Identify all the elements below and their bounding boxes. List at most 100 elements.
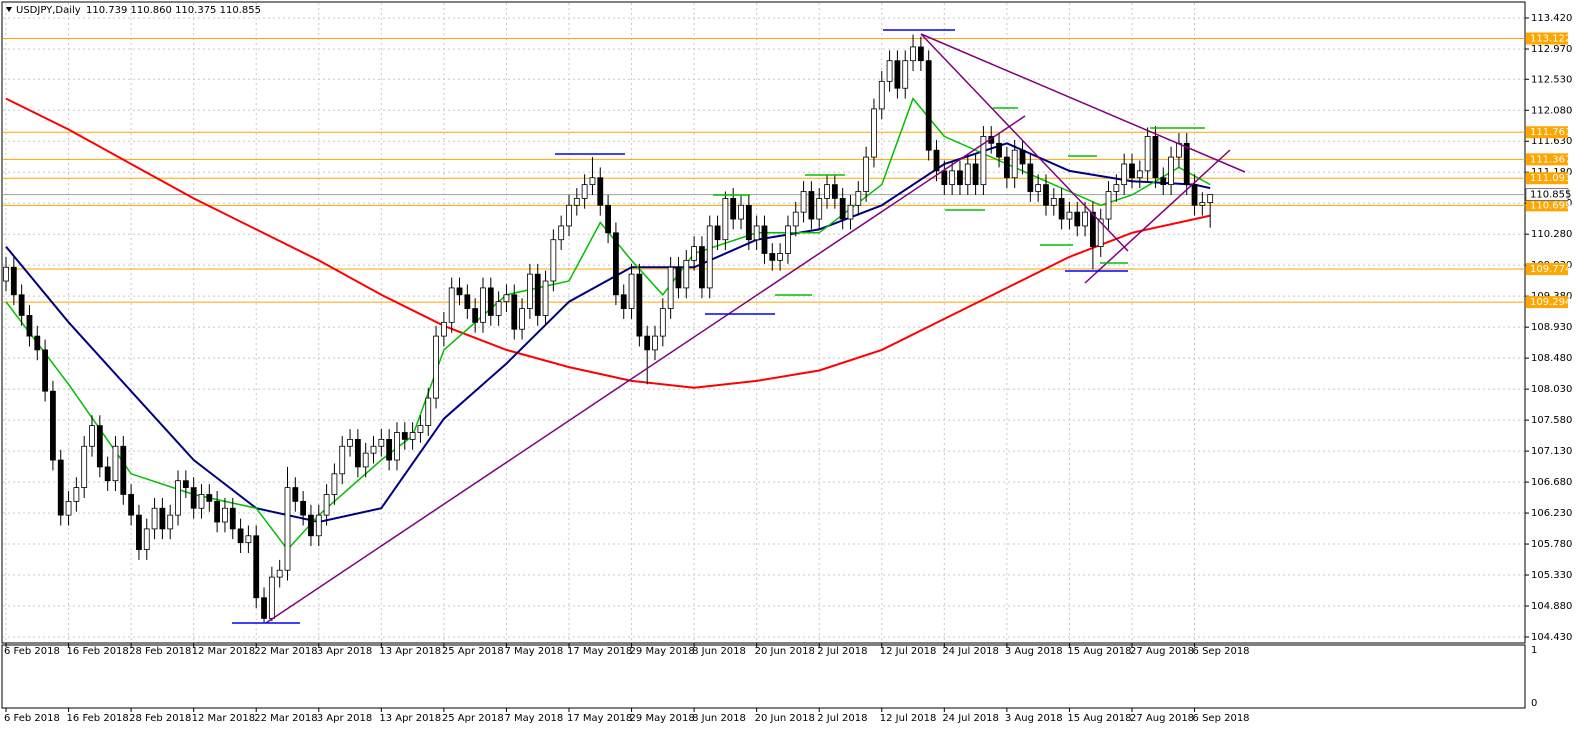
candle-body: [394, 432, 400, 461]
x-tick-label: 12 Jul 2018: [880, 646, 937, 657]
candle-body: [253, 535, 260, 599]
candle-body: [675, 266, 682, 289]
price-level-label: 113.122: [1530, 34, 1571, 45]
x-tick-label: 20 Jun 2018: [755, 713, 815, 724]
candle-body: [487, 287, 494, 316]
candle-body: [581, 184, 588, 199]
price-level-tag: [1526, 32, 1568, 45]
y-tick-label: 110.280: [1531, 229, 1572, 240]
candle-body: [323, 494, 330, 516]
x-tick-label: 29 May 2018: [630, 646, 695, 657]
x-tick-label: 3 Apr 2018: [317, 713, 372, 724]
indicator-tick-label: 1: [1531, 645, 1537, 656]
candle-body: [268, 576, 275, 619]
candle-body: [10, 266, 17, 296]
x-tick-label: 6 Feb 2018: [4, 713, 60, 724]
candle-body: [667, 266, 674, 309]
x-tick-label: 29 May 2018: [630, 713, 695, 724]
candle-body: [761, 225, 768, 254]
candle-body: [1043, 184, 1049, 206]
candle-body: [878, 80, 885, 110]
x-tick-label: 2 Jul 2018: [817, 713, 867, 724]
candle-body: [151, 507, 158, 530]
candle-body: [597, 177, 604, 206]
candle-body: [464, 294, 471, 309]
y-tick-label: 105.330: [1531, 570, 1572, 581]
candle-body: [26, 315, 33, 337]
candle-body: [1035, 184, 1042, 192]
trend-line: [265, 115, 1026, 624]
candle-body: [1152, 136, 1159, 179]
x-tick-label: 27 Aug 2018: [1130, 646, 1194, 657]
candle-body: [800, 191, 807, 213]
candle-body: [534, 273, 541, 316]
candle-body: [3, 266, 9, 282]
main-panel: [1, 1, 1526, 644]
candle-body: [167, 514, 174, 530]
candle-body: [214, 500, 221, 523]
x-tick-label: 7 May 2018: [504, 646, 563, 657]
candle-body: [159, 507, 166, 530]
candle-body: [401, 432, 408, 440]
annotations: [232, 29, 1246, 624]
candle-body: [722, 197, 729, 241]
candle-body: [620, 294, 627, 309]
y-tick-label: 106.680: [1531, 477, 1572, 488]
candle-body: [1027, 163, 1034, 192]
candle-body: [785, 225, 791, 254]
candle-body: [362, 452, 369, 468]
x-tick-label: 28 Feb 2018: [129, 713, 191, 724]
candle-body: [1168, 156, 1174, 186]
price-level-tag: [1526, 199, 1568, 212]
candle-body: [925, 60, 932, 151]
candle-body: [628, 273, 635, 309]
candle-body: [1066, 211, 1073, 220]
candle-body: [143, 528, 150, 550]
candle-body: [472, 308, 479, 323]
candle-body: [558, 225, 565, 241]
x-tick-label: 7 May 2018: [504, 713, 563, 724]
ohlc-header: 110.739 110.860 110.375 110.855: [86, 5, 261, 16]
candle-body: [175, 480, 181, 516]
candle-body: [1003, 156, 1010, 179]
moving-average: [5, 97, 1211, 389]
candle-body: [730, 197, 737, 220]
y-tick-label: 106.230: [1531, 508, 1572, 519]
candle-body: [511, 294, 518, 330]
candle-body: [714, 225, 721, 241]
y-tick-label: 108.480: [1531, 353, 1572, 364]
trend-line: [920, 33, 1246, 173]
candle-body: [1207, 194, 1214, 203]
candle-body: [738, 204, 744, 220]
price-level-label: 110.699: [1530, 200, 1571, 211]
axis-layer: 113.420112.970112.530112.080111.630111.1…: [4, 13, 1572, 724]
y-tick-label: 105.780: [1531, 539, 1572, 550]
menu-icon[interactable]: [6, 7, 12, 12]
x-tick-label: 24 Jul 2018: [942, 713, 999, 724]
candle-body: [386, 438, 393, 461]
candle-body: [644, 335, 651, 351]
candle-body: [136, 514, 142, 550]
candle-body: [222, 507, 228, 523]
candle-body: [941, 170, 948, 186]
x-tick-label: 6 Feb 2018: [4, 646, 60, 657]
y-tick-label: 112.970: [1531, 44, 1572, 55]
candle-body: [1183, 142, 1190, 186]
candle-body: [566, 204, 572, 227]
candle-body: [605, 204, 611, 234]
candle-body: [894, 60, 901, 89]
candle-body: [745, 204, 752, 241]
candle-body: [104, 466, 111, 482]
candle-body: [1121, 163, 1128, 186]
indicator-tick-label: 0: [1531, 698, 1537, 709]
candle-body: [1136, 170, 1143, 179]
last-price-label: 110.855: [1530, 190, 1571, 201]
candle-body: [519, 308, 525, 330]
x-tick-label: 22 Mar 2018: [254, 713, 317, 724]
candle-body: [198, 494, 205, 509]
candle-body: [1089, 211, 1096, 247]
candle-body: [777, 253, 784, 261]
x-tick-label: 15 Aug 2018: [1067, 713, 1131, 724]
candle-body: [1113, 184, 1120, 192]
